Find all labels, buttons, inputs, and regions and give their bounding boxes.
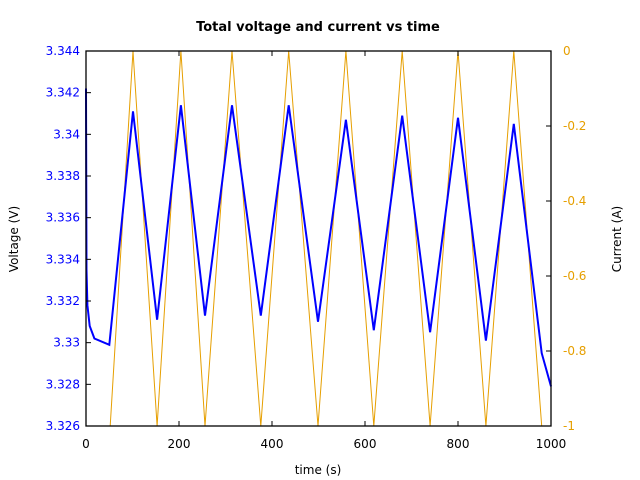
y-tick-label: 3.344: [46, 44, 80, 58]
y2-tick-label: -0.8: [563, 344, 586, 358]
x-axis-ticks: 0 200 400 600 800 1000: [82, 51, 566, 451]
series-current-line: [109, 50, 543, 427]
plot-frame: [85, 50, 552, 427]
y-axis-right-ticks: -1 -0.8 -0.6 -0.4 -0.2 0: [546, 44, 586, 433]
y-tick-label: 3.326: [46, 419, 80, 433]
y-tick-label: 3.33: [53, 336, 80, 350]
x-tick-label: 200: [168, 437, 191, 451]
y-axis-left-ticks: 3.326 3.328 3.33 3.332 3.334 3.336 3.338 3.34 3.…: [46, 44, 91, 433]
y2-tick-label: -0.2: [563, 119, 586, 133]
chart-title: Total voltage and current vs time: [196, 20, 440, 35]
y2-tick-label: -0.4: [563, 194, 586, 208]
x-tick-label: 800: [447, 437, 470, 451]
y-tick-label: 3.338: [46, 169, 80, 183]
y2-tick-label: -1: [563, 419, 575, 433]
x-axis-label: time (s): [295, 463, 342, 477]
y-tick-label: 3.336: [46, 211, 80, 225]
x-tick-label: 600: [354, 437, 377, 451]
y-tick-label: 3.342: [46, 86, 80, 100]
series-voltage-line: [85, 88, 552, 387]
x-tick-label: 0: [82, 437, 90, 451]
x-tick-label: 400: [261, 437, 284, 451]
plot-series: [85, 50, 552, 427]
y-axis-right-label: Current (A): [610, 206, 624, 272]
y-tick-label: 3.328: [46, 377, 80, 391]
x-tick-label: 1000: [536, 437, 567, 451]
y2-tick-label: 0: [563, 44, 571, 58]
y-axis-left-label: Voltage (V): [7, 206, 21, 272]
y2-tick-label: -0.6: [563, 269, 586, 283]
y-tick-label: 3.34: [53, 127, 80, 141]
y-tick-label: 3.332: [46, 294, 80, 308]
y-tick-label: 3.334: [46, 252, 80, 266]
